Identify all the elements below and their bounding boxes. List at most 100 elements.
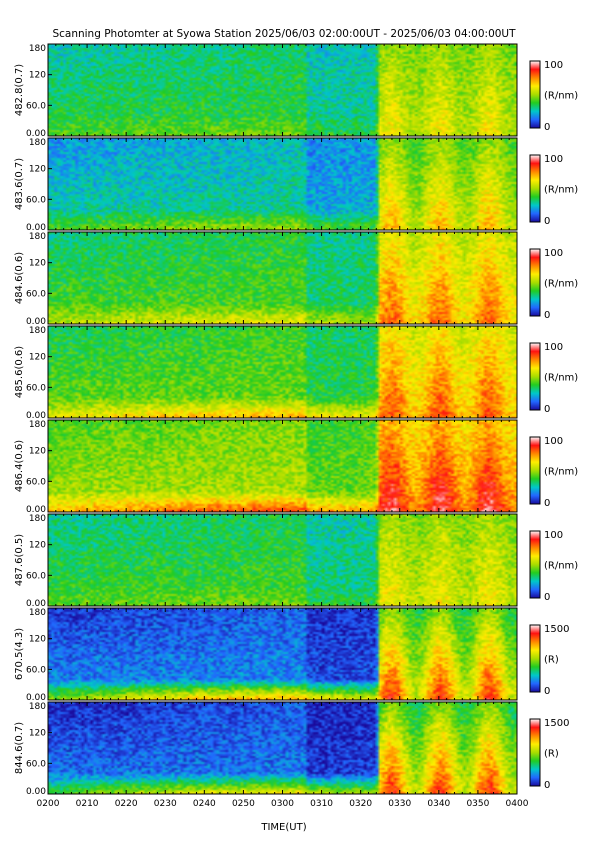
panel-ylabel: 483.6(0.7): [14, 158, 25, 210]
x-tick-label: 0330: [388, 799, 411, 809]
panel-ylabel: 487.6(0.5): [14, 534, 25, 586]
y-tick-label: 60.0: [26, 571, 46, 581]
panel: 0.00 60.0 120 180 844.6(0.7) 1500 (R) 0: [14, 701, 569, 797]
y-tick-label: 60.0: [26, 665, 46, 675]
y-tick-label: 60.0: [26, 195, 46, 205]
y-tick-label: 180: [29, 608, 46, 618]
y-tick-label: 60.0: [26, 477, 46, 487]
x-axis-title: TIME(UT): [260, 822, 306, 833]
y-tick-label: 0.00: [26, 693, 46, 703]
chart-title: Scanning Photomter at Syowa Station 2025…: [52, 28, 516, 40]
colorbar-unit-label: (R): [544, 655, 559, 666]
y-tick-label: 120: [29, 729, 46, 739]
x-tick-label: 0310: [310, 799, 333, 809]
panel-ylabel: 844.6(0.7): [14, 722, 25, 774]
y-tick-label: 0.00: [26, 223, 46, 233]
x-tick-label: 0240: [193, 799, 216, 809]
colorbar-max-label: 100: [544, 530, 563, 541]
x-tick-label: 0350: [466, 799, 489, 809]
y-tick-label: 60.0: [26, 759, 46, 769]
y-tick-label: 180: [29, 514, 46, 524]
heatmap-image: [48, 420, 517, 512]
colorbar-min-label: 0: [544, 780, 550, 791]
x-tick-labels: 0200 0210 0220 0230 0240 0250 0300 0310 0320 0330…: [37, 799, 529, 809]
x-tick-label: 0300: [271, 799, 294, 809]
y-tick-label: 180: [29, 232, 46, 242]
colorbar-unit-label: (R/nm): [544, 467, 578, 478]
panel: 0.00 60.0 120 180 487.6(0.5) 100 (R/nm) 0: [14, 513, 578, 609]
y-tick-label: 0.00: [26, 505, 46, 515]
y-tick-label: 0.00: [26, 411, 46, 421]
y-tick-label: 180: [29, 420, 46, 430]
panel-ylabel: 482.8(0.7): [14, 64, 25, 116]
colorbar-max-label: 1500: [544, 624, 569, 635]
heatmap-image: [48, 608, 517, 700]
y-tick-label: 0.00: [26, 129, 46, 139]
x-tick-label: 0250: [232, 799, 255, 809]
colorbar-min-label: 0: [544, 216, 550, 227]
x-tick-label: 0200: [37, 799, 60, 809]
heatmap-image: [48, 138, 517, 230]
x-tick-label: 0340: [427, 799, 450, 809]
colorbar-max-label: 100: [544, 436, 563, 447]
panel-ylabel: 485.6(0.6): [14, 346, 25, 398]
y-tick-label: 60.0: [26, 101, 46, 111]
colorbar: [529, 248, 541, 317]
y-tick-label: 120: [29, 259, 46, 269]
panel: 0.00 60.0 120 180 483.6(0.7) 100 (R/nm) 0: [14, 137, 578, 233]
y-tick-label: 120: [29, 353, 46, 363]
colorbar-max-label: 100: [544, 248, 563, 259]
colorbar-max-label: 100: [544, 154, 563, 165]
y-tick-label: 60.0: [26, 383, 46, 393]
colorbar-max-label: 1500: [544, 718, 569, 729]
colorbar: [529, 154, 541, 223]
colorbar: [529, 624, 541, 693]
y-tick-label: 0.00: [26, 317, 46, 327]
y-tick-label: 120: [29, 447, 46, 457]
colorbar-unit-label: (R/nm): [544, 91, 578, 102]
y-tick-label: 120: [29, 541, 46, 551]
colorbar-min-label: 0: [544, 498, 550, 509]
heatmap-image: [48, 514, 517, 606]
colorbar-unit-label: (R/nm): [544, 279, 578, 290]
colorbar: [529, 342, 541, 411]
colorbar-max-label: 100: [544, 60, 563, 71]
x-tick-label: 0220: [115, 799, 138, 809]
colorbar-min-label: 0: [544, 686, 550, 697]
colorbar-min-label: 0: [544, 404, 550, 415]
x-tick-label: 0210: [76, 799, 99, 809]
panel: 0.00 60.0 120 180 482.8(0.7) 100 (R/nm) 0: [14, 43, 578, 139]
colorbar: [529, 718, 541, 787]
colorbar-min-label: 0: [544, 592, 550, 603]
colorbar-min-label: 0: [544, 310, 550, 321]
colorbar-unit-label: (R/nm): [544, 561, 578, 572]
colorbar-unit-label: (R/nm): [544, 185, 578, 196]
colorbar-max-label: 100: [544, 342, 563, 353]
y-tick-label: 180: [29, 138, 46, 148]
panel-ylabel: 486.4(0.6): [14, 440, 25, 492]
panel: 0.00 60.0 120 180 486.4(0.6) 100 (R/nm) 0: [14, 419, 578, 515]
y-tick-label: 120: [29, 635, 46, 645]
x-tick-label: 0230: [154, 799, 177, 809]
colorbar-unit-label: (R/nm): [544, 373, 578, 384]
panel-ylabel: 670.5(4.3): [14, 628, 25, 680]
colorbar-min-label: 0: [544, 122, 550, 133]
panel-ylabel: 484.6(0.6): [14, 252, 25, 304]
x-tick-label: 0320: [349, 799, 372, 809]
y-tick-label: 180: [29, 326, 46, 336]
panel: 0.00 60.0 120 180 670.5(4.3) 1500 (R) 0: [14, 607, 569, 703]
panels-group: 0.00 60.0 120 180 482.8(0.7) 100 (R/nm) 0 0.00 60…: [14, 43, 578, 797]
y-tick-label: 120: [29, 165, 46, 175]
colorbar: [529, 60, 541, 129]
panel: 0.00 60.0 120 180 485.6(0.6) 100 (R/nm) 0: [14, 325, 578, 421]
heatmap-image: [48, 44, 517, 136]
x-tick-label: 0400: [506, 799, 529, 809]
colorbar: [529, 530, 541, 599]
y-tick-label: 120: [29, 71, 46, 81]
y-tick-label: 60.0: [26, 289, 46, 299]
y-tick-label: 180: [29, 702, 46, 712]
heatmap-image: [48, 232, 517, 324]
heatmap-image: [48, 702, 517, 794]
colorbar-unit-label: (R): [544, 749, 559, 760]
